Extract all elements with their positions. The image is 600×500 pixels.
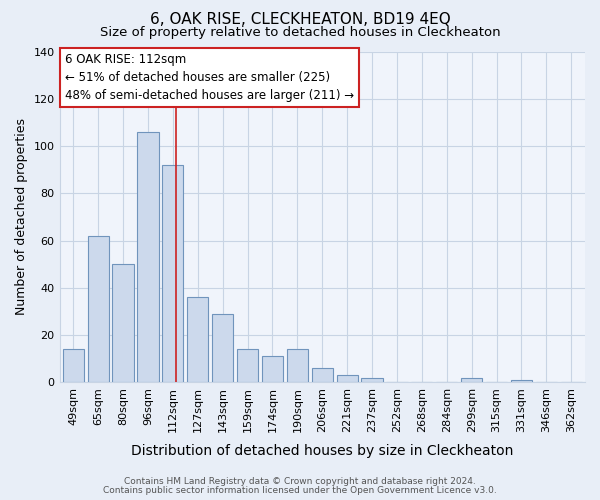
Bar [62, 350, 84, 382]
Bar [88, 236, 109, 382]
Bar [361, 378, 383, 382]
Y-axis label: Number of detached properties: Number of detached properties [15, 118, 28, 316]
Text: Size of property relative to detached houses in Cleckheaton: Size of property relative to detached ho… [100, 26, 500, 39]
Bar [162, 165, 184, 382]
Bar [187, 298, 208, 382]
Text: 6, OAK RISE, CLECKHEATON, BD19 4EQ: 6, OAK RISE, CLECKHEATON, BD19 4EQ [149, 12, 451, 26]
Bar [112, 264, 134, 382]
Bar [337, 376, 358, 382]
Bar [461, 378, 482, 382]
Text: 6 OAK RISE: 112sqm
← 51% of detached houses are smaller (225)
48% of semi-detach: 6 OAK RISE: 112sqm ← 51% of detached hou… [65, 53, 354, 102]
Text: Contains public sector information licensed under the Open Government Licence v3: Contains public sector information licen… [103, 486, 497, 495]
Bar [511, 380, 532, 382]
Bar [137, 132, 158, 382]
Bar [311, 368, 333, 382]
Text: Contains HM Land Registry data © Crown copyright and database right 2024.: Contains HM Land Registry data © Crown c… [124, 477, 476, 486]
Bar [287, 350, 308, 382]
Bar [237, 350, 258, 382]
X-axis label: Distribution of detached houses by size in Cleckheaton: Distribution of detached houses by size … [131, 444, 514, 458]
Bar [262, 356, 283, 382]
Bar [212, 314, 233, 382]
